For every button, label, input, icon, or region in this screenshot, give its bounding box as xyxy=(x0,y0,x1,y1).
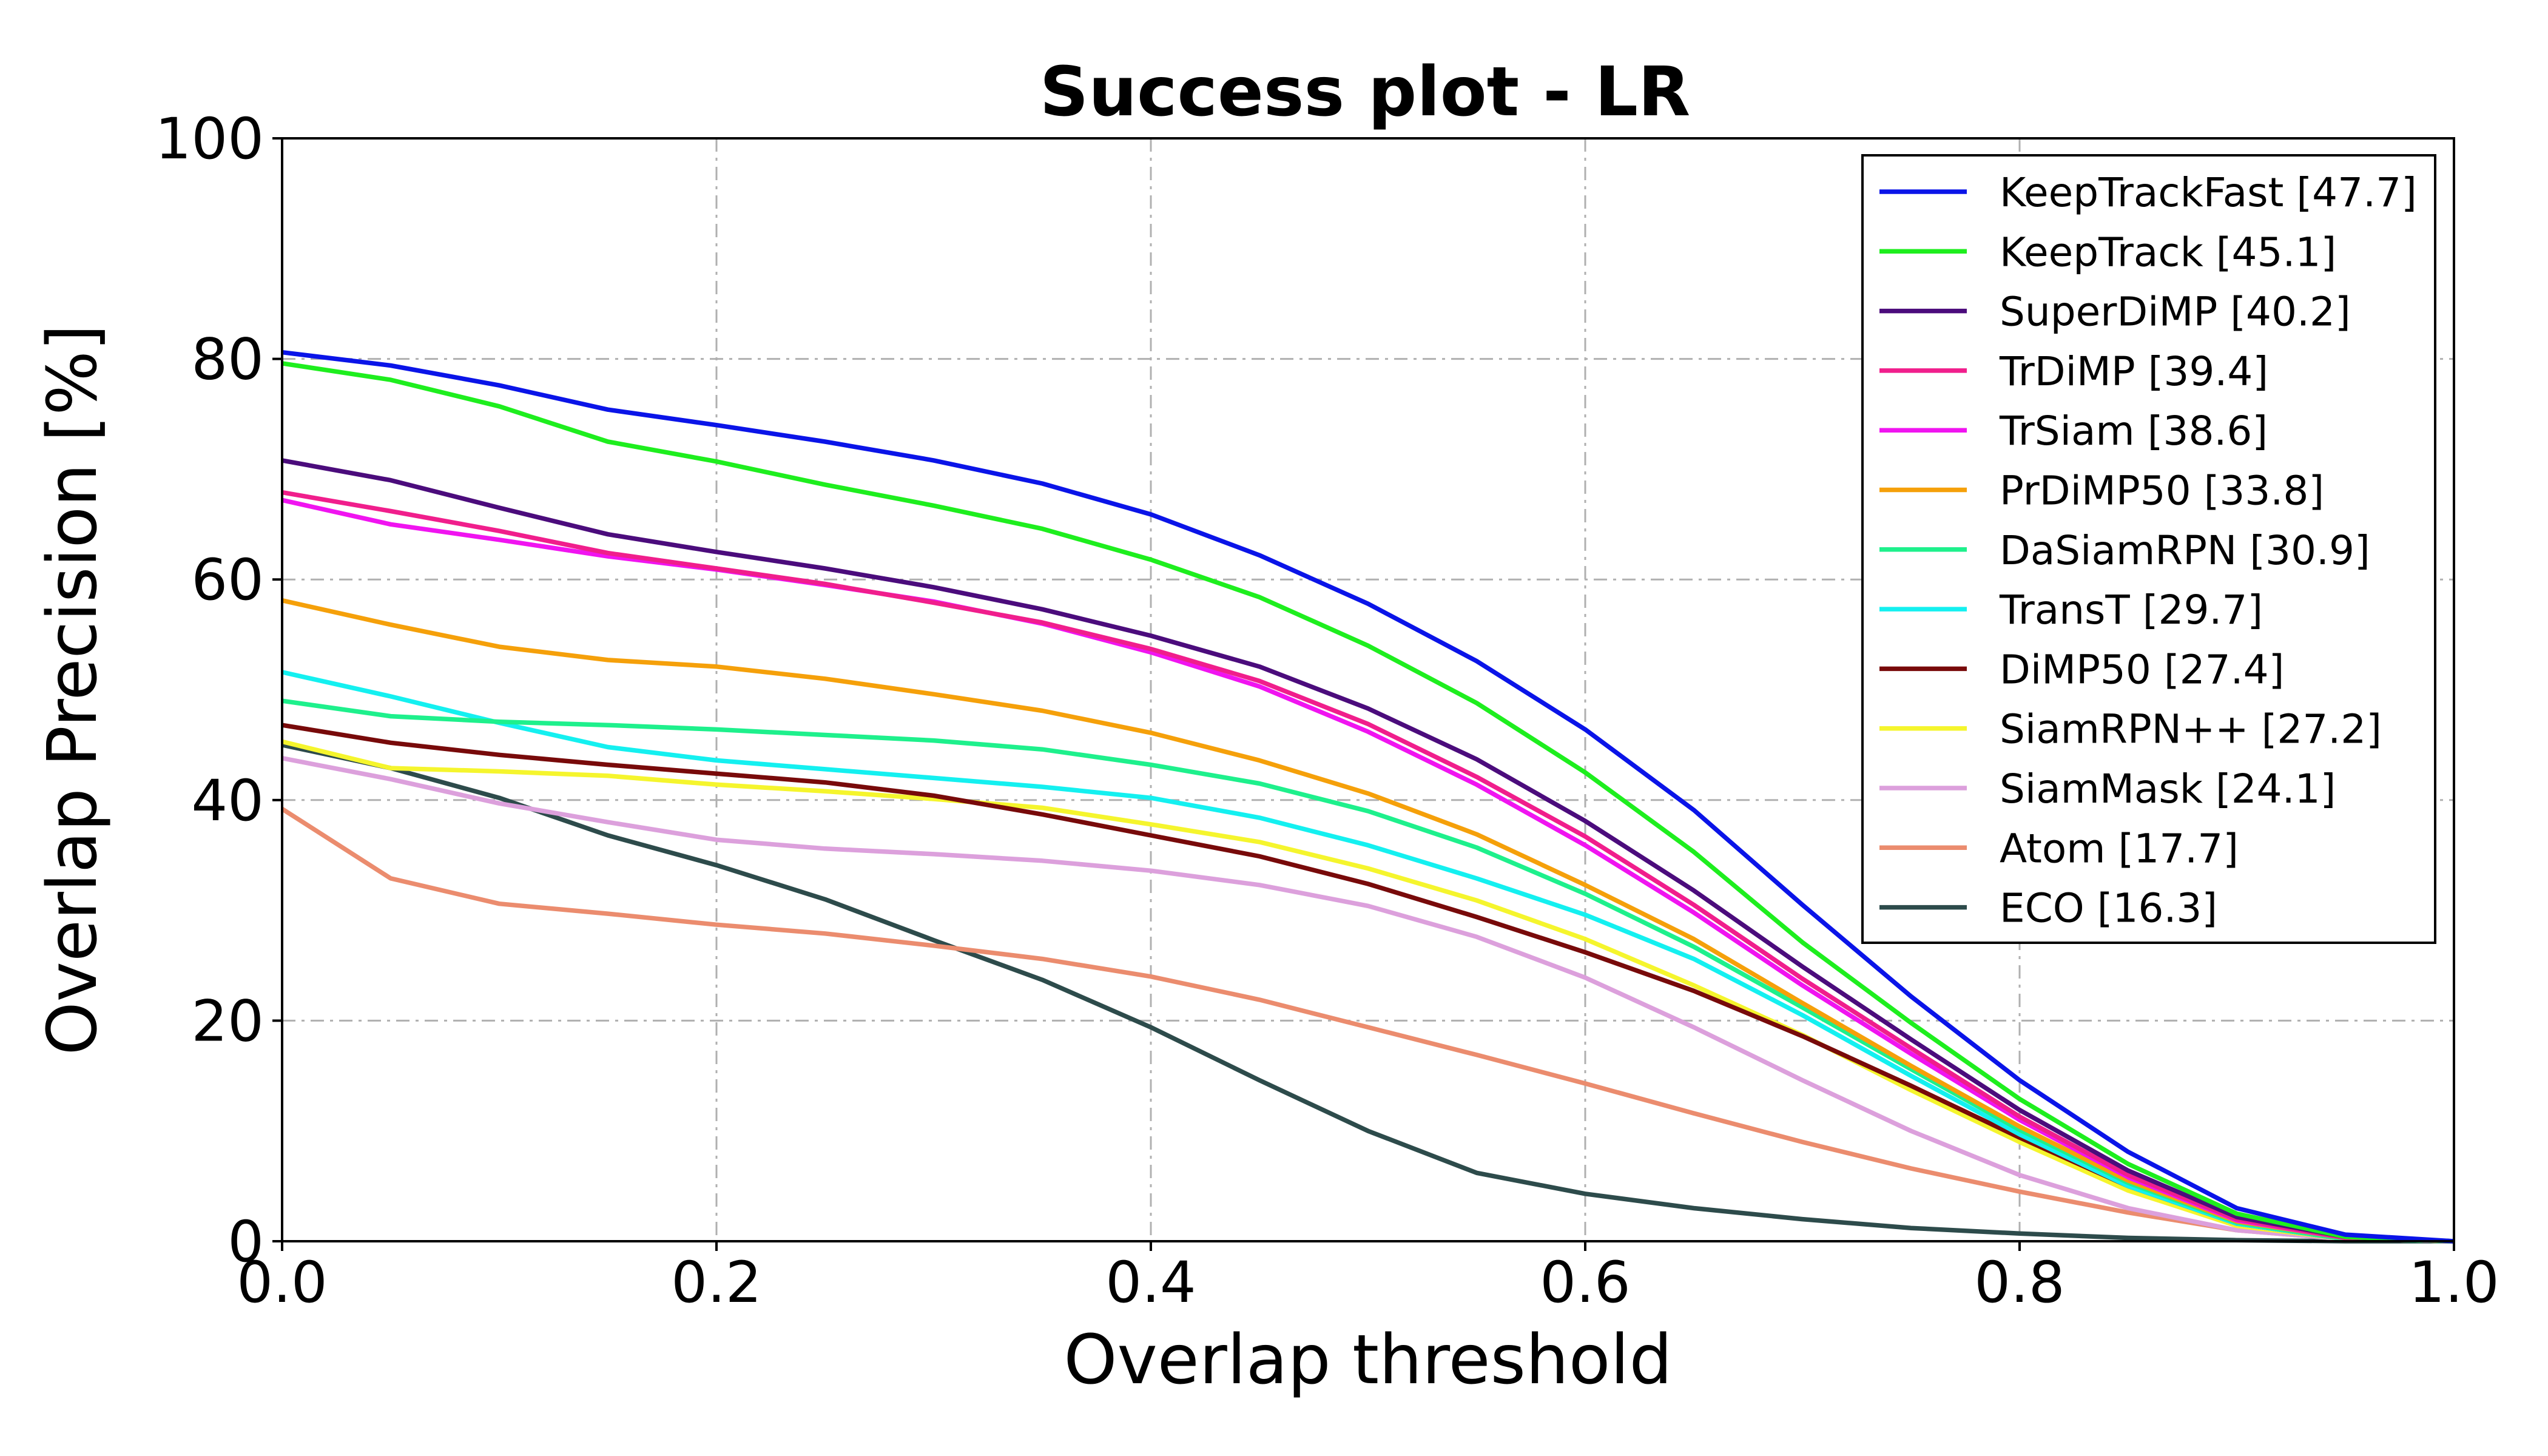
legend-label: SiamMask [24.1] xyxy=(2000,766,2336,812)
series-line-2 xyxy=(281,361,2455,1244)
y-tick-label: 40 xyxy=(191,768,264,834)
series-line-6 xyxy=(281,598,2455,1244)
series-line-7 xyxy=(281,698,2455,1244)
series-line-4 xyxy=(281,490,2455,1244)
y-tick-label: 60 xyxy=(191,547,264,613)
series-lines xyxy=(280,349,2455,1244)
x-tick-label: 0.8 xyxy=(1974,1250,2065,1316)
series-line-8 xyxy=(281,670,2455,1244)
legend-label: DaSiamRPN [30.9] xyxy=(2000,527,2370,574)
x-tick-label: 0.4 xyxy=(1105,1250,1196,1316)
y-tick-label: 20 xyxy=(191,988,264,1054)
legend-label: KeepTrack [45.1] xyxy=(2000,229,2336,275)
x-axis-label: Overlap threshold xyxy=(1063,1321,1672,1400)
x-tick-label: 1.0 xyxy=(2408,1250,2499,1316)
legend-label: SuperDiMP [40.2] xyxy=(2000,289,2351,335)
legend-label: ECO [16.3] xyxy=(2000,885,2217,932)
legend-label: TrSiam [38.6] xyxy=(1999,408,2268,454)
legend: KeepTrackFast [47.7] KeepTrack [45.1] Supe… xyxy=(1861,154,2436,944)
y-tick-label: 0 xyxy=(228,1209,264,1275)
legend-label: SiamRPN++ [27.2] xyxy=(2000,706,2382,753)
series-line-1 xyxy=(281,349,2455,1244)
y-tick-label: 100 xyxy=(155,106,264,172)
axis-ticks: 0.0 0.2 0.4 0.6 0.8 1.0 0 20 40 60 80 100 xyxy=(155,106,2499,1316)
series-line-3 xyxy=(281,458,2455,1244)
legend-label: DiMP50 [27.4] xyxy=(2000,646,2284,693)
legend-label: KeepTrackFast [47.7] xyxy=(2000,169,2417,216)
series-line-10 xyxy=(281,739,2455,1244)
series-line-12 xyxy=(280,807,2455,1244)
legend-label: TrDiMP [39.4] xyxy=(1999,348,2268,395)
x-tick-label: 0.6 xyxy=(1540,1250,1631,1316)
series-line-11 xyxy=(281,756,2455,1244)
series-line-5 xyxy=(281,497,2455,1244)
legend-label: TransT [29.7] xyxy=(1999,587,2263,633)
plot-frame xyxy=(281,137,2455,1242)
y-tick-label: 80 xyxy=(191,327,264,393)
x-tick-label: 0.0 xyxy=(237,1250,328,1316)
series-line-13 xyxy=(281,743,2454,1244)
legend-items: KeepTrackFast [47.7] KeepTrack [45.1] Supe… xyxy=(1879,169,2417,932)
y-axis-label: Overlap Precision [%] xyxy=(33,325,112,1056)
x-tick-label: 0.2 xyxy=(671,1250,762,1316)
legend-label: Atom [17.7] xyxy=(2000,825,2239,872)
legend-label: PrDiMP50 [33.8] xyxy=(2000,468,2324,514)
chart-title: Success plot - LR xyxy=(1040,53,1691,132)
